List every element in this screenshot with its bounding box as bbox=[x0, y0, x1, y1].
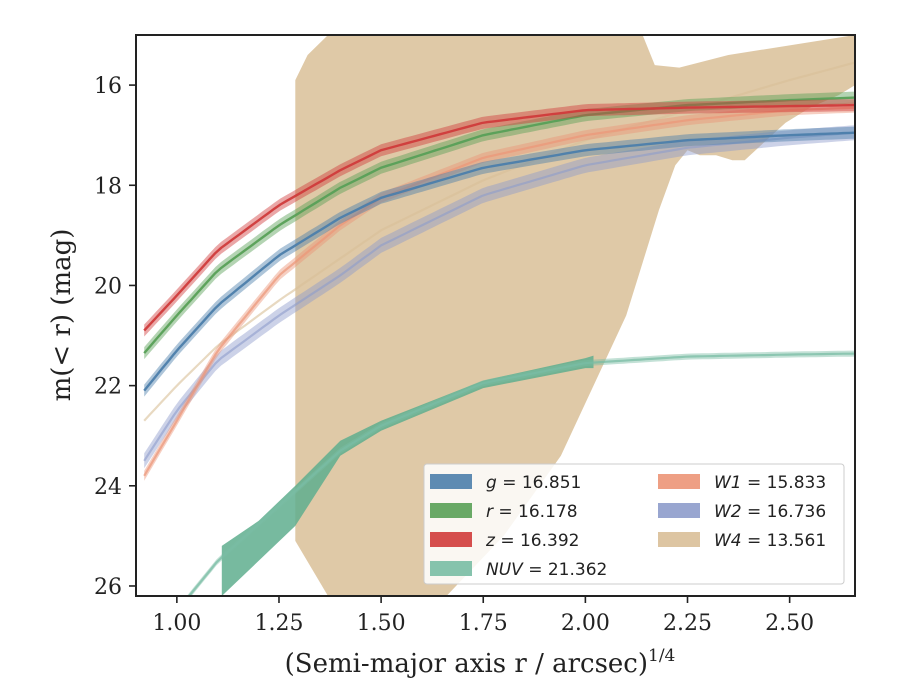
legend-value-w2: = 16.736 bbox=[742, 502, 827, 522]
legend-label-r: r = 16.178 bbox=[486, 502, 578, 522]
legend-value-w4: = 13.561 bbox=[742, 531, 827, 551]
x-tick-label: 1.00 bbox=[152, 611, 201, 636]
legend-value-nuv: = 21.362 bbox=[523, 560, 608, 580]
x-tick-label: 2.00 bbox=[561, 611, 610, 636]
legend-variable-w4: W4 bbox=[714, 531, 742, 551]
legend-swatch-w1 bbox=[658, 474, 700, 489]
legend-swatch-g bbox=[430, 474, 472, 489]
x-axis-label-text: (Semi-major axis r / arcsec) bbox=[285, 649, 648, 679]
legend-variable-g: g bbox=[486, 473, 497, 493]
y-axis-label: m(< r) (mag) bbox=[47, 229, 77, 402]
series-band-r bbox=[144, 91, 855, 360]
x-tick-label: 1.50 bbox=[357, 611, 406, 636]
legend-variable-z: z bbox=[485, 531, 496, 551]
series-band-w2 bbox=[144, 125, 855, 469]
series-line-w4 bbox=[143, 61, 855, 422]
legend-variable-w2: W2 bbox=[714, 502, 742, 522]
y-tick-label: 24 bbox=[94, 475, 122, 500]
x-tick-label: 2.50 bbox=[765, 611, 814, 636]
series-line-z bbox=[143, 103, 855, 332]
legend-label-w4: W4 = 13.561 bbox=[714, 531, 826, 551]
series-line-w2 bbox=[143, 131, 855, 462]
legend-value-z: = 16.392 bbox=[495, 531, 580, 551]
legend-label-g: g = 16.851 bbox=[486, 473, 581, 493]
legend-value-w1: = 15.833 bbox=[742, 473, 827, 493]
legend-variable-w1: W1 bbox=[714, 473, 742, 493]
plot-area bbox=[143, 35, 855, 596]
legend-variable-r: r bbox=[486, 502, 494, 522]
y-tick-label: 26 bbox=[94, 575, 122, 600]
legend-swatch-nuv bbox=[430, 561, 472, 576]
series-line-nuv bbox=[187, 352, 855, 596]
legend-label-nuv: NUV = 21.362 bbox=[486, 560, 607, 580]
legend-label-w1: W1 = 15.833 bbox=[714, 473, 826, 493]
legend-value-r: = 16.178 bbox=[493, 502, 578, 522]
x-tick-label: 1.25 bbox=[254, 611, 303, 636]
x-axis-label: (Semi-major axis r / arcsec)1/4 bbox=[285, 646, 676, 679]
x-tick-label: 1.75 bbox=[459, 611, 508, 636]
y-tick-label: 22 bbox=[94, 375, 122, 400]
legend-swatch-r bbox=[430, 503, 472, 518]
legend-swatch-w4 bbox=[658, 532, 700, 547]
legend-swatch-w2 bbox=[658, 503, 700, 518]
y-tick-label: 18 bbox=[94, 174, 122, 199]
legend-frame bbox=[423, 463, 845, 585]
x-tick-label: 2.25 bbox=[663, 611, 712, 636]
legend-label-w2: W2 = 16.736 bbox=[714, 502, 826, 522]
plot-frame bbox=[135, 34, 856, 597]
series-line-w1 bbox=[143, 106, 855, 477]
y-tick-label: 16 bbox=[94, 74, 122, 99]
legend-swatch-z bbox=[430, 532, 472, 547]
series-line-r bbox=[143, 96, 855, 354]
legend-value-g: = 16.851 bbox=[497, 473, 582, 493]
w4-uncertainty-band bbox=[295, 35, 855, 596]
y-tick-label: 20 bbox=[94, 274, 122, 299]
y-axis: 16 18 20 22 24 26 bbox=[94, 74, 136, 600]
legend-label-z: z = 16.392 bbox=[485, 531, 579, 551]
x-axis: 1.00 1.25 1.50 1.75 2.00 2.25 2.50 bbox=[152, 596, 814, 636]
series-line-g bbox=[143, 131, 855, 392]
x-axis-label-exponent: 1/4 bbox=[648, 646, 675, 666]
legend-variable-nuv: NUV bbox=[486, 560, 524, 580]
